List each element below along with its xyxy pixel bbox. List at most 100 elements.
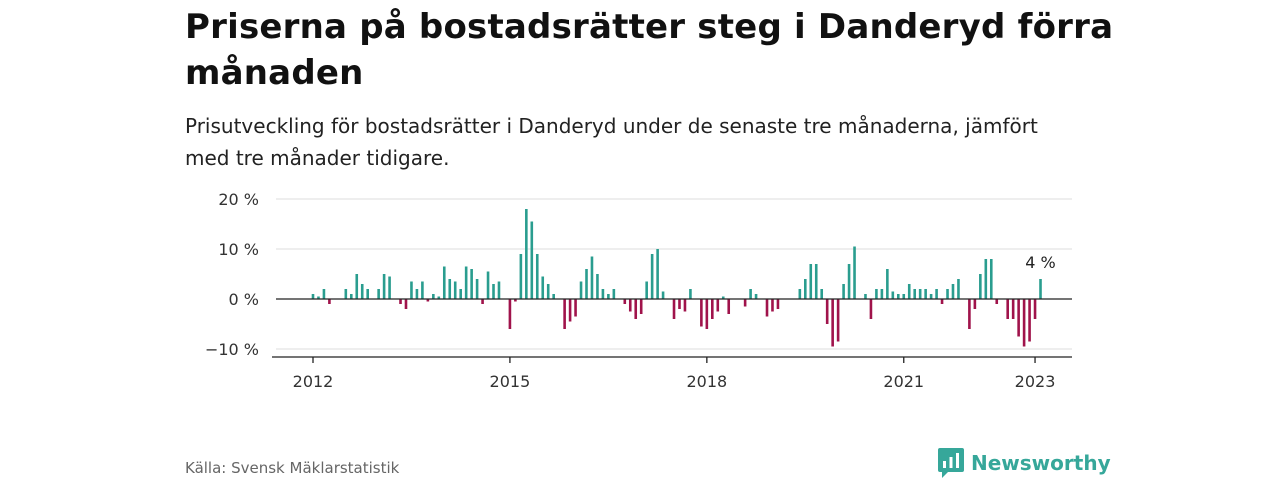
bar (913, 289, 916, 299)
bar (656, 249, 659, 299)
x-tick-label: 2018 (686, 372, 727, 391)
bar (645, 281, 648, 299)
bar (650, 254, 654, 299)
bar (1022, 299, 1026, 347)
bar (1039, 279, 1042, 299)
bar (568, 299, 572, 322)
bar (973, 299, 977, 309)
bar (902, 294, 906, 299)
bar (541, 276, 545, 299)
bar (530, 221, 534, 299)
bar (804, 279, 807, 299)
bar (415, 289, 419, 299)
bar (563, 299, 566, 329)
bar (727, 299, 731, 314)
bar (891, 291, 895, 299)
bar (935, 289, 938, 299)
bar (525, 209, 528, 299)
bar (880, 289, 884, 299)
y-tick-label: −10 % (205, 340, 259, 359)
bar (360, 284, 364, 299)
bar (317, 296, 320, 299)
bar (475, 279, 479, 299)
bar (798, 289, 802, 299)
bar (820, 289, 824, 299)
bar (836, 299, 840, 342)
bar (907, 284, 911, 299)
bar (886, 269, 889, 299)
bar (809, 264, 813, 299)
bar (311, 294, 315, 299)
bar (585, 269, 588, 299)
bar (672, 299, 676, 319)
bar (601, 289, 605, 299)
bar (683, 299, 687, 312)
bar (940, 299, 944, 304)
bar (639, 299, 643, 314)
bar (355, 274, 359, 299)
bar (864, 294, 867, 299)
y-tick-label: 0 % (229, 290, 259, 309)
bar (1011, 299, 1015, 319)
bar (344, 289, 348, 299)
bar (765, 299, 769, 317)
bar (470, 269, 473, 299)
x-tick-label: 2021 (883, 372, 924, 391)
newsworthy-logo-text: Newsworthy (971, 451, 1111, 475)
bar (628, 299, 632, 312)
bar (574, 299, 577, 317)
bar (535, 254, 539, 299)
bar (404, 299, 408, 309)
bar (442, 266, 446, 299)
x-tick-label: 2012 (293, 372, 334, 391)
bar (590, 256, 594, 299)
bar (481, 299, 484, 304)
bar (623, 299, 627, 304)
bar (853, 246, 856, 299)
bar (1028, 299, 1031, 342)
bar (497, 281, 501, 299)
bar (382, 274, 386, 299)
bar (377, 289, 380, 299)
bar (426, 299, 430, 302)
bar (771, 299, 774, 312)
bar (492, 284, 495, 299)
bar (453, 281, 457, 299)
bar (519, 254, 523, 299)
bar (661, 291, 665, 299)
bar (929, 294, 933, 299)
bar (968, 299, 971, 329)
chart-subtitle: Prisutveckling för bostadsrätter i Dande… (185, 114, 1038, 170)
bar (689, 289, 692, 299)
bar (918, 289, 922, 299)
bar (437, 296, 441, 299)
bar (984, 259, 988, 299)
bar (634, 299, 638, 319)
bar (705, 299, 709, 329)
bar (508, 299, 512, 329)
bar (721, 296, 725, 299)
bar (596, 274, 599, 299)
newsworthy-logo-icon (938, 448, 964, 478)
bar (579, 281, 583, 299)
bar (388, 276, 391, 299)
bar (711, 299, 714, 319)
bar (979, 274, 982, 299)
bar (754, 294, 758, 299)
bar (776, 299, 780, 309)
bar (464, 266, 468, 299)
source-note: Källa: Svensk Mäklarstatistik (185, 459, 400, 477)
bar (328, 299, 331, 304)
newsworthy-logo[interactable]: Newsworthy (938, 448, 1111, 478)
bar (831, 299, 834, 347)
bar (1033, 299, 1037, 319)
bar (432, 294, 435, 299)
bar (946, 289, 949, 299)
bar (924, 289, 927, 299)
bar (847, 264, 851, 299)
bar (995, 299, 999, 304)
bar (825, 299, 829, 324)
bar (486, 271, 490, 299)
bar (399, 299, 402, 304)
bar (366, 289, 369, 299)
